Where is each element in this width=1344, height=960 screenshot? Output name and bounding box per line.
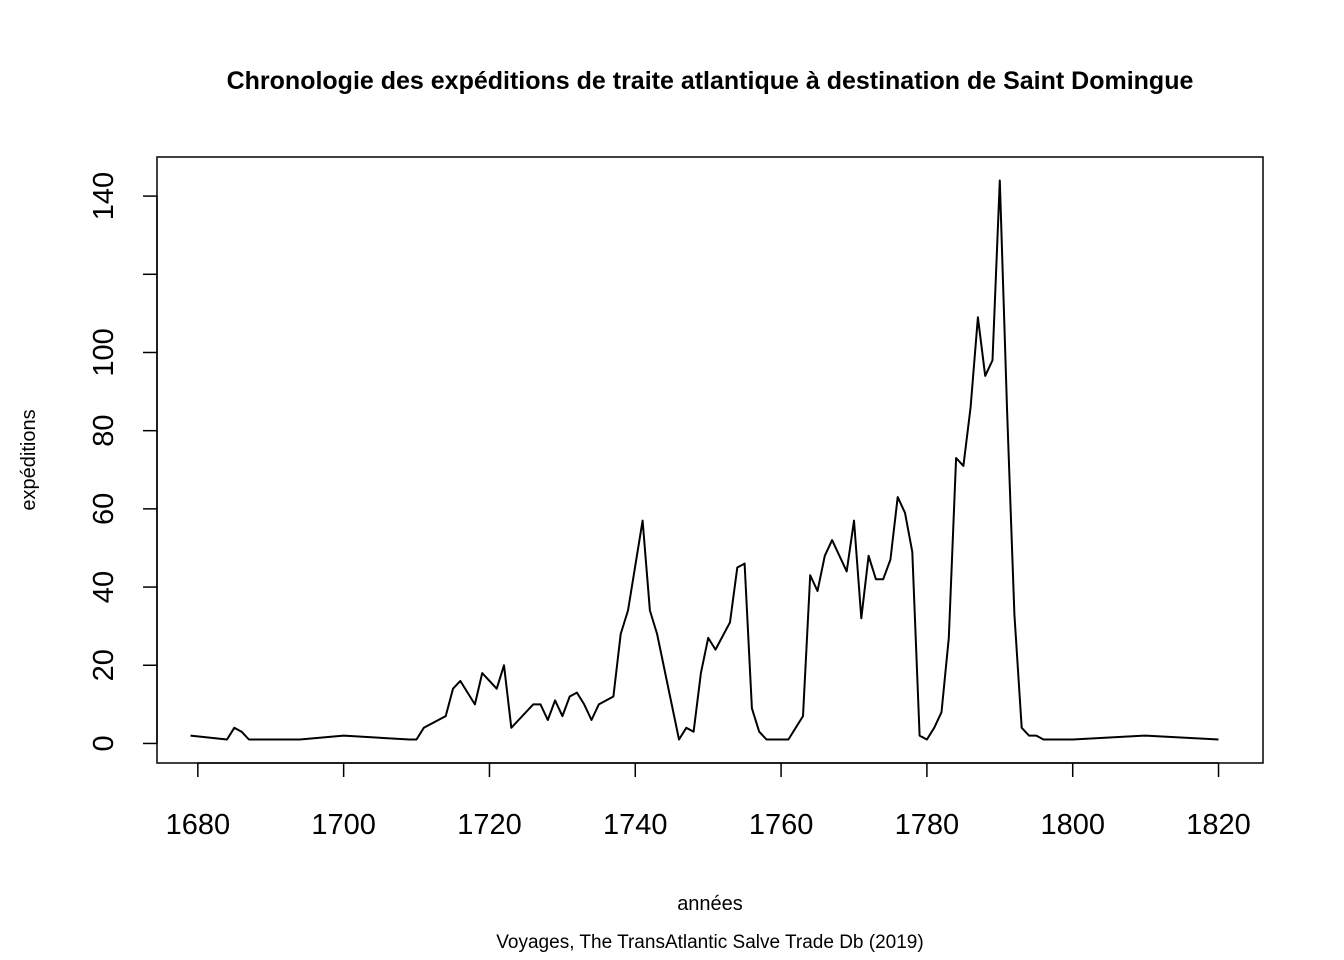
source-caption: Voyages, The TransAtlantic Salve Trade D… [496,932,923,953]
x-axis-label: années [677,893,743,915]
y-tick-label: 40 [88,571,120,603]
x-tick-label: 1800 [1040,809,1105,841]
x-tick-label: 1740 [603,809,668,841]
y-tick-label: 0 [88,735,120,751]
y-axis-label: expéditions [18,409,40,510]
y-axis: 0 20 40 60 80 100 140 [88,172,158,752]
y-tick-label: 60 [88,493,120,525]
x-tick-label: 1680 [166,809,231,841]
x-axis: 1680 1700 1720 1740 1760 1780 1800 1820 [166,762,1251,841]
x-tick-label: 1760 [749,809,814,841]
series-line-expeditions [190,179,1219,741]
chart-title: Chronologie des expéditions de traite at… [227,67,1194,95]
x-tick-label: 1700 [311,809,376,841]
x-tick-label: 1720 [457,809,522,841]
y-tick-label: 140 [88,172,120,220]
y-tick-label: 80 [88,415,120,447]
y-tick-label: 100 [88,328,120,376]
y-tick-label: 20 [88,649,120,681]
plot-frame [156,156,1264,764]
x-tick-label: 1820 [1186,809,1251,841]
x-tick-label: 1780 [895,809,960,841]
